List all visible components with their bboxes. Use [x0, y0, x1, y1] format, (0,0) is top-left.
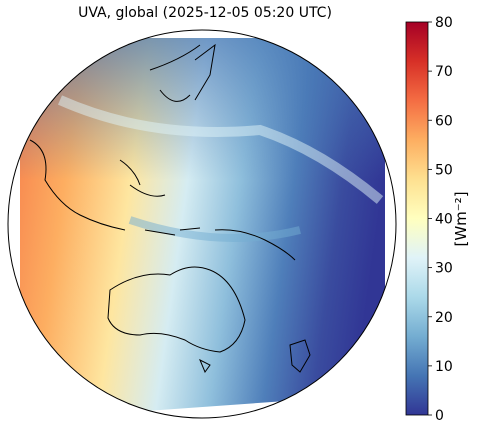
colorbar-tick-label: 10	[435, 359, 453, 375]
colorbar-tick-label: 40	[435, 212, 453, 228]
colorbar-tick-label: 60	[435, 113, 453, 129]
map-title: UVA, global (2025-12-05 05:20 UTC)	[78, 5, 332, 21]
globe-outline	[7, 29, 397, 419]
colorbar	[405, 21, 429, 416]
globe	[20, 38, 385, 418]
colorbar-tick-label: 80	[435, 15, 453, 31]
colorbar-tick-label: 0	[435, 408, 444, 424]
colorbar-tick-label: 20	[435, 310, 453, 326]
colorbar-tick-label: 70	[435, 64, 453, 80]
colorbar-tick-label: 30	[435, 261, 453, 277]
uva-field	[20, 38, 385, 418]
coastlines	[29, 43, 311, 374]
colorbar-tick-label: 50	[435, 162, 453, 178]
colorbar-label: [Wm⁻²]	[452, 191, 470, 246]
